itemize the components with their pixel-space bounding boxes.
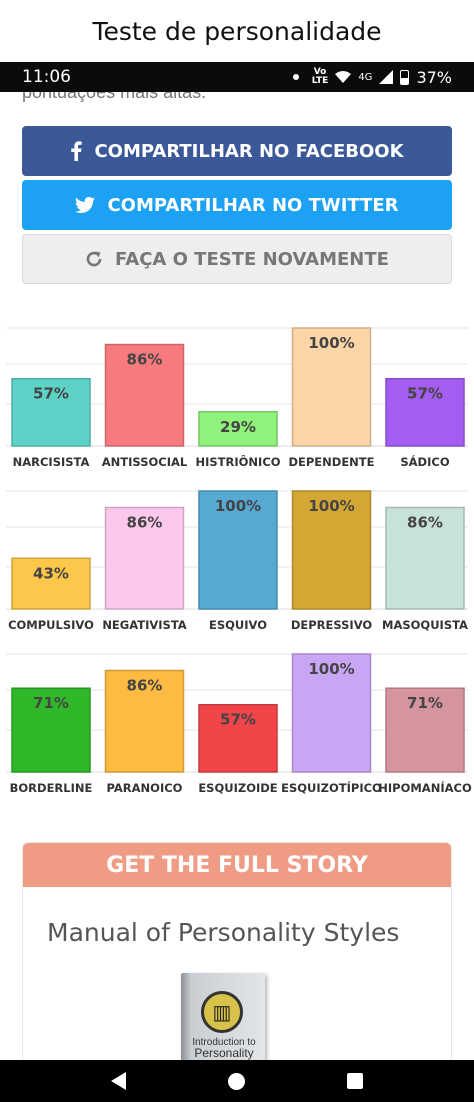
bar-0-2 bbox=[198, 411, 278, 447]
category-label: DEPRESSIVO bbox=[291, 618, 373, 632]
bar-value-label: 100% bbox=[215, 497, 261, 515]
bar-value-label: 57% bbox=[407, 385, 443, 403]
bar-value-label: 71% bbox=[33, 694, 69, 712]
bar-value-label: 57% bbox=[220, 711, 256, 729]
bar-0-1 bbox=[104, 343, 185, 447]
bar-2-0 bbox=[11, 687, 91, 773]
category-label: NEGATIVISTA bbox=[102, 618, 186, 632]
signal-icon bbox=[379, 70, 394, 84]
bar-value-label: 86% bbox=[407, 514, 443, 532]
bar-value-label: 100% bbox=[308, 660, 354, 678]
volte-top: Vo bbox=[313, 67, 327, 77]
category-label: PARANOICO bbox=[107, 781, 183, 795]
status-icons: Vo LTE 4G 37% bbox=[292, 67, 452, 87]
home-icon[interactable] bbox=[228, 1072, 245, 1090]
bar-value-label: 86% bbox=[127, 351, 163, 369]
bar-2-2 bbox=[198, 703, 278, 773]
battery-icon bbox=[400, 69, 410, 85]
bar-2-4 bbox=[385, 687, 465, 773]
bar-value-label: 29% bbox=[220, 418, 256, 436]
chart-row-2: 43% COMPULSIVO 86% NEGATIVISTA 100% ESQUIVO 10… bbox=[0, 487, 474, 637]
page-content[interactable]: pontuações mais altas. COMPARTILHAR NO F… bbox=[0, 92, 474, 1060]
navigation-bar bbox=[0, 1060, 474, 1102]
bar-value-label: 100% bbox=[308, 334, 354, 352]
network-type: 4G bbox=[358, 71, 373, 83]
recent-apps-icon[interactable] bbox=[347, 1073, 363, 1089]
bar-0-4 bbox=[385, 377, 465, 447]
book-cover-line2: Personality bbox=[194, 1046, 254, 1060]
retake-test-button[interactable]: FAÇA O TESTE NOVAMENTE bbox=[22, 234, 452, 284]
category-label: HIPOMANÍACO bbox=[378, 780, 472, 795]
category-label: ESQUIZOTÍPICO bbox=[281, 780, 382, 795]
category-label: SÁDICO bbox=[400, 454, 449, 469]
bar-2-1 bbox=[104, 669, 185, 773]
status-time: 11:06 bbox=[22, 67, 71, 87]
chart-row-3: 71% BORDERLINE 86% PARANOICO 57% ESQUIZOIDE 10… bbox=[0, 650, 474, 800]
bar-1-2 bbox=[198, 490, 278, 610]
category-label: MASOQUISTA bbox=[382, 618, 468, 632]
bar-value-label: 57% bbox=[33, 385, 69, 403]
bar-1-0 bbox=[11, 557, 91, 610]
bar-0-0 bbox=[11, 377, 91, 447]
refresh-icon bbox=[86, 251, 102, 267]
notification-dot-icon bbox=[292, 74, 299, 80]
full-story-card[interactable]: GET THE FULL STORY Manual of Personality… bbox=[22, 842, 452, 1060]
status-bar: 11:06 Vo LTE 4G 37% bbox=[0, 62, 474, 92]
share-facebook-button[interactable]: COMPARTILHAR NO FACEBOOK bbox=[22, 126, 452, 176]
bar-value-label: 43% bbox=[33, 564, 69, 582]
twitter-icon bbox=[75, 197, 96, 213]
battery-percent: 37% bbox=[416, 67, 452, 87]
volte-icon: Vo LTE bbox=[312, 68, 329, 86]
volte-bottom: LTE bbox=[311, 76, 329, 86]
chart-row-1: 57% NARCISISTA 86% ANTISSOCIAL 29% HISTRIÔNIC… bbox=[0, 324, 474, 474]
bar-value-label: 100% bbox=[308, 497, 354, 515]
category-label: COMPULSIVO bbox=[8, 618, 94, 632]
category-label: NARCISISTA bbox=[13, 455, 90, 469]
category-label: HISTRIÔNICO bbox=[195, 454, 280, 469]
results-intro-text: pontuações mais altas. bbox=[22, 92, 207, 102]
book-seal-icon: ▥ bbox=[201, 991, 243, 1033]
bar-0-3 bbox=[291, 327, 372, 447]
bar-2-3 bbox=[291, 653, 372, 773]
bar-1-1 bbox=[104, 506, 185, 610]
retake-test-label: FAÇA O TESTE NOVAMENTE bbox=[115, 248, 389, 270]
bar-1-4 bbox=[385, 506, 465, 610]
manual-title[interactable]: Manual of Personality Styles bbox=[47, 918, 400, 947]
share-twitter-label: COMPARTILHAR NO TWITTER bbox=[107, 194, 399, 216]
share-twitter-button[interactable]: COMPARTILHAR NO TWITTER bbox=[22, 180, 452, 230]
share-facebook-label: COMPARTILHAR NO FACEBOOK bbox=[94, 140, 404, 162]
facebook-icon bbox=[71, 141, 83, 161]
app-title: Teste de personalidade bbox=[0, 0, 474, 62]
wifi-icon bbox=[335, 70, 352, 83]
bar-chart-3: 71% BORDERLINE 86% PARANOICO 57% ESQUIZOIDE 10… bbox=[6, 653, 472, 795]
book-cover-text: Introduction to Personality bbox=[189, 1037, 259, 1060]
book-cover-line1: Introduction to bbox=[192, 1037, 256, 1048]
book-cover-image[interactable]: ▥ Introduction to Personality bbox=[181, 973, 265, 1060]
bar-chart-2: 43% COMPULSIVO 86% NEGATIVISTA 100% ESQUIVO 10… bbox=[6, 490, 468, 632]
category-label: BORDERLINE bbox=[10, 781, 93, 795]
category-label: DEPENDENTE bbox=[288, 455, 374, 469]
category-label: ESQUIVO bbox=[209, 618, 267, 632]
bar-chart-1: 57% NARCISISTA 86% ANTISSOCIAL 29% HISTRIÔNIC… bbox=[6, 327, 468, 469]
bar-1-3 bbox=[291, 490, 372, 610]
bar-value-label: 86% bbox=[127, 514, 163, 532]
category-label: ANTISSOCIAL bbox=[102, 455, 188, 469]
bar-value-label: 86% bbox=[127, 677, 163, 695]
bar-value-label: 71% bbox=[407, 694, 443, 712]
full-story-header[interactable]: GET THE FULL STORY bbox=[23, 843, 451, 887]
back-icon[interactable] bbox=[111, 1072, 126, 1090]
category-label: ESQUIZOIDE bbox=[198, 781, 277, 795]
